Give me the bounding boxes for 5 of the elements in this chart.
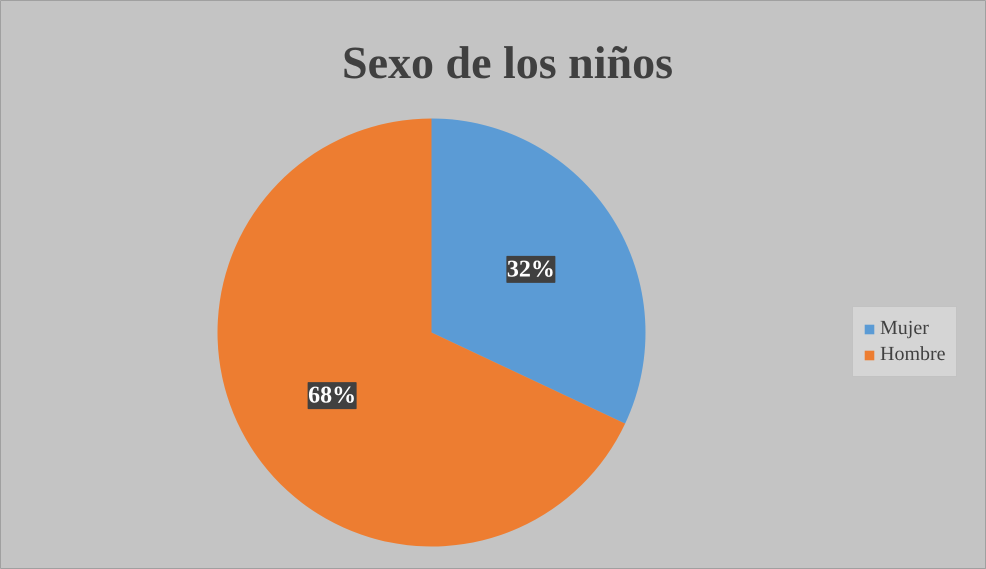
data-label: 32% [506,256,555,282]
data-label: 68% [308,382,356,409]
chart-title: Sexo de los niños [342,37,674,88]
legend-label: Hombre [880,343,946,366]
legend-label: Mujer [880,317,929,340]
